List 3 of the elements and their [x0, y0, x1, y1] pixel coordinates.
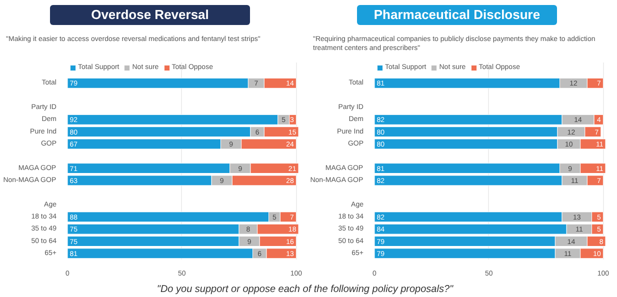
chart-title: Overdose Reversal: [91, 6, 209, 24]
chart-title: Pharmaceutical Disclosure: [374, 6, 540, 24]
text: "Do you support or oppose each of the following policy proposals?": [156, 283, 454, 297]
